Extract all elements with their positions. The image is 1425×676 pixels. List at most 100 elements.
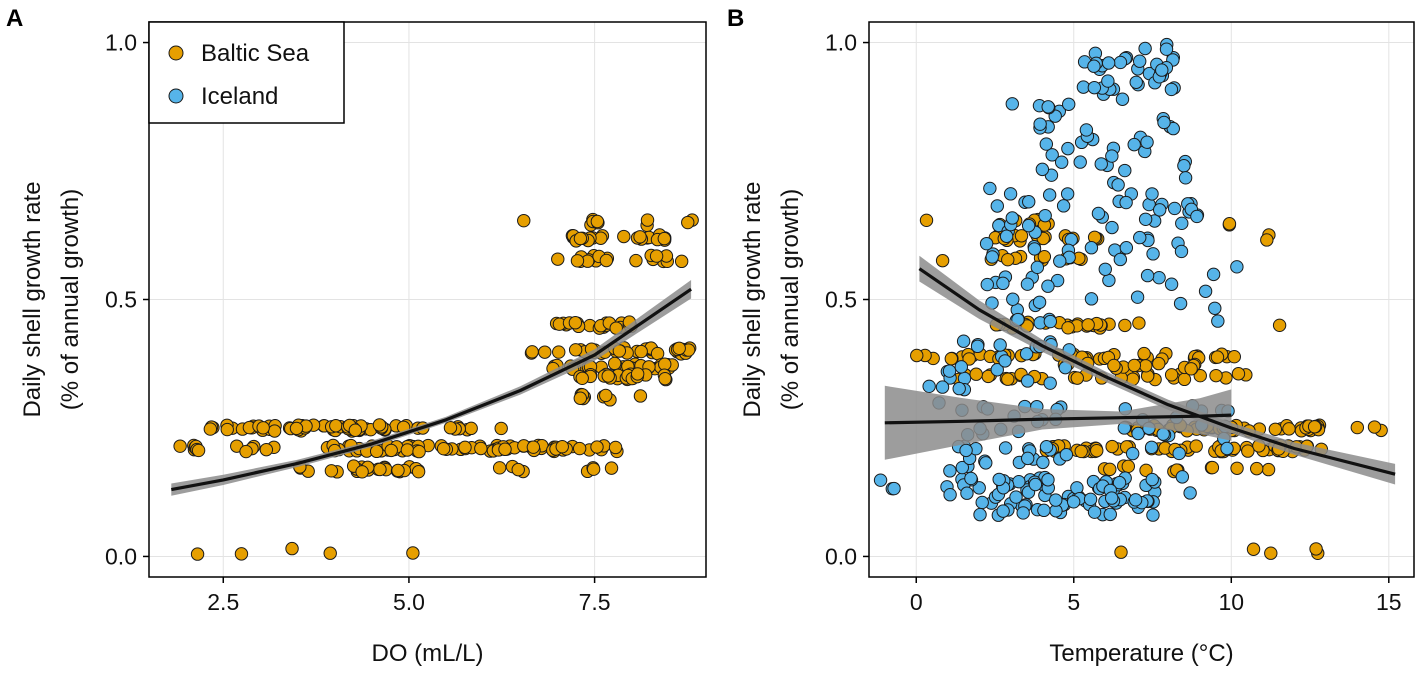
- iceland-point: [996, 276, 1010, 291]
- iceland-point: [1087, 80, 1102, 95]
- y-tick-label: 1.0: [825, 30, 857, 56]
- iceland-point: [955, 460, 969, 475]
- baltic-point: [329, 419, 343, 433]
- y-axis-label-line2: (% of annual growth): [57, 189, 84, 410]
- iceland-point: [954, 360, 969, 374]
- baltic-point: [1260, 233, 1274, 247]
- iceland-point: [979, 456, 993, 470]
- iceland-point: [1129, 75, 1143, 89]
- iceland-point: [942, 364, 957, 378]
- iceland-point: [1113, 252, 1128, 267]
- baltic-point: [1272, 318, 1287, 333]
- iceland-point: [1145, 187, 1159, 201]
- fit-line: [918, 267, 1396, 476]
- iceland-point: [922, 379, 936, 394]
- baltic-point: [568, 316, 583, 330]
- iceland-point: [1016, 506, 1030, 520]
- baltic-point: [586, 462, 601, 476]
- baltic-point: [617, 229, 631, 244]
- baltic-point: [650, 346, 665, 361]
- baltic-point: [1152, 356, 1166, 371]
- iceland-point: [1211, 314, 1225, 328]
- baltic-point: [570, 254, 585, 268]
- iceland-point: [1104, 491, 1119, 505]
- baltic-point: [1230, 461, 1244, 475]
- baltic-point: [400, 443, 415, 457]
- baltic-point: [599, 253, 614, 268]
- iceland-point: [1230, 260, 1244, 274]
- x-tick-label: 10: [1218, 589, 1244, 615]
- iceland-point: [1173, 296, 1188, 311]
- baltic-point: [555, 439, 569, 454]
- iceland-point: [1103, 507, 1117, 522]
- iceland-point: [972, 481, 986, 495]
- baltic-point: [1309, 542, 1323, 556]
- baltic-point: [1164, 368, 1179, 382]
- baltic-point: [234, 547, 249, 561]
- iceland-point: [1006, 292, 1020, 306]
- baltic-point: [348, 423, 363, 437]
- legend-marker: [168, 45, 184, 61]
- panel-b: 0 5 10 15 0.0 0.5 1.0 Temperature (°C) Daily she…: [727, 5, 1415, 667]
- baltic-point: [1139, 359, 1153, 373]
- iceland-point: [1175, 470, 1190, 484]
- iceland-point: [1094, 157, 1108, 171]
- baltic-point: [1222, 217, 1237, 231]
- iceland-point: [985, 250, 999, 264]
- baltic-point: [1118, 318, 1132, 333]
- baltic-point: [552, 345, 566, 359]
- y-axis-label-line1: Daily shell growth rate: [739, 181, 766, 417]
- iceland-point: [1021, 451, 1035, 466]
- baltic-point: [1282, 422, 1296, 436]
- x-tick-label: 0: [910, 589, 923, 615]
- y-axis-label-line1: Daily shell growth rate: [19, 181, 46, 417]
- legend-marker: [168, 88, 184, 104]
- iceland-point: [1166, 121, 1180, 136]
- baltic-point: [962, 352, 976, 366]
- iceland-point: [1133, 230, 1147, 245]
- baltic-point: [969, 367, 983, 381]
- iceland-point: [1043, 314, 1058, 329]
- baltic-point: [919, 213, 934, 228]
- iceland-point: [1032, 295, 1047, 309]
- x-tick-label: 5: [1067, 589, 1080, 615]
- baltic-point: [464, 421, 478, 436]
- iceland-point: [1060, 187, 1075, 201]
- iceland-point: [960, 486, 974, 500]
- baltic-point: [289, 421, 304, 436]
- baltic-point: [630, 367, 645, 381]
- baltic-point: [575, 371, 589, 385]
- iceland-point: [1020, 374, 1035, 388]
- baltic-point: [355, 465, 369, 479]
- y-tick-label: 0.0: [105, 543, 137, 569]
- iceland-point: [1128, 493, 1143, 507]
- baltic-point: [1367, 420, 1382, 434]
- baltic-point: [1268, 422, 1283, 436]
- baltic-point: [604, 461, 619, 475]
- baltic-point: [599, 388, 613, 403]
- iceland-point: [990, 199, 1004, 213]
- iceland-point: [1177, 159, 1191, 173]
- fit-line: [171, 287, 693, 492]
- iceland-point: [1084, 241, 1099, 255]
- baltic-point: [1001, 372, 1015, 386]
- iceland-point: [1155, 63, 1169, 77]
- baltic-point: [1014, 229, 1029, 243]
- x-tick-label: 7.5: [579, 589, 611, 615]
- iceland-point: [952, 381, 966, 396]
- iceland-point: [1111, 178, 1125, 192]
- iceland-point: [1119, 195, 1133, 210]
- iceland-point: [1043, 376, 1057, 390]
- baltic-point: [1261, 462, 1276, 477]
- baltic-point: [1264, 546, 1278, 560]
- iceland-point: [1073, 155, 1087, 169]
- iceland-point: [1206, 267, 1221, 282]
- baltic-point: [1307, 420, 1322, 434]
- iceland-point: [1054, 155, 1069, 169]
- iceland-point: [1035, 162, 1050, 177]
- baltic-point: [411, 464, 426, 479]
- iceland-point: [1105, 220, 1119, 235]
- iceland-point: [996, 504, 1010, 518]
- baltic-point: [935, 253, 950, 268]
- baltic-point: [494, 421, 508, 436]
